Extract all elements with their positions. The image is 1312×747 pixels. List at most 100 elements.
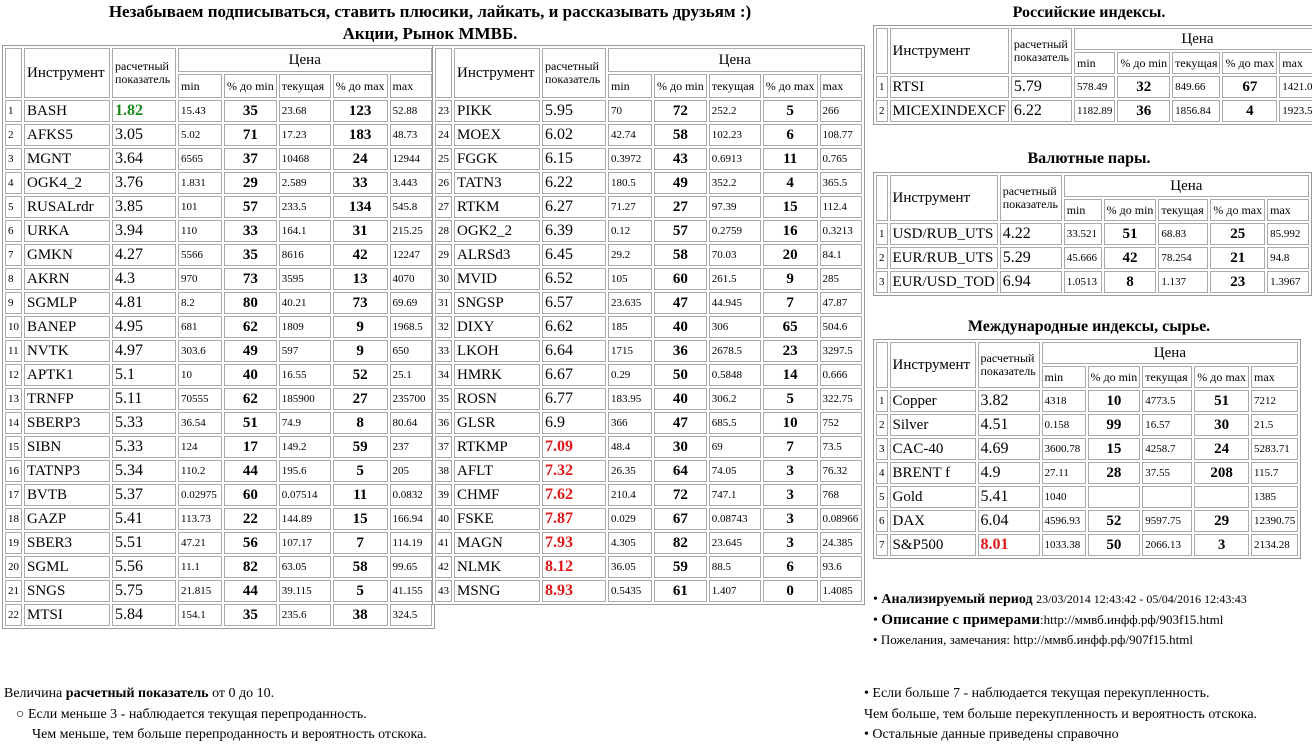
table-cell: 0.666 bbox=[819, 364, 862, 386]
table-cell: 64 bbox=[654, 460, 707, 482]
table-cell: 233.5 bbox=[278, 196, 331, 218]
table-cell: 2 bbox=[876, 414, 888, 436]
table-cell: 154.1 bbox=[178, 604, 222, 626]
table-cell: 2678.5 bbox=[708, 340, 761, 362]
table-cell: 21 bbox=[1210, 247, 1266, 269]
table-cell: 8.93 bbox=[542, 580, 606, 602]
table-cell: 8.01 bbox=[977, 534, 1040, 556]
table-cell: 3.94 bbox=[112, 220, 176, 242]
table-cell: 67 bbox=[1222, 76, 1278, 98]
table-cell: 3600.78 bbox=[1041, 438, 1086, 460]
table-cell: 9597.75 bbox=[1142, 510, 1193, 532]
table-row: 36 GLSR 6.9 366 47 685.5 10 752 bbox=[435, 412, 862, 434]
table-row: 4 OGK4_2 3.76 1.831 29 2.589 33 3.443 bbox=[5, 172, 432, 194]
table-row: 43 MSNG 8.93 0.5435 61 1.407 0 1.4085 bbox=[435, 580, 862, 602]
table-cell: 7212 bbox=[1251, 390, 1299, 412]
table-cell: 3 bbox=[1194, 534, 1250, 556]
table-cell: 208 bbox=[1194, 462, 1250, 484]
header-row: min% до min текущая% до max max bbox=[876, 366, 1299, 388]
table-cell: 11 bbox=[762, 148, 818, 170]
table-row: 29 ALRSd3 6.45 29.2 58 70.03 20 84.1 bbox=[435, 244, 862, 266]
table-cell: 17.23 bbox=[278, 124, 331, 146]
table-row: 16 TATNP3 5.34 110.2 44 195.6 5 205 bbox=[5, 460, 432, 482]
table-cell: 57 bbox=[654, 220, 707, 242]
table-cell: 23 bbox=[762, 340, 818, 362]
table-cell: 5 bbox=[762, 100, 818, 122]
table-cell: 52.88 bbox=[389, 100, 432, 122]
table-cell: 12247 bbox=[389, 244, 432, 266]
table-cell: 29.2 bbox=[608, 244, 652, 266]
table-row: 28 OGK2_2 6.39 0.12 57 0.2759 16 0.3213 bbox=[435, 220, 862, 242]
table-cell: 84.1 bbox=[819, 244, 862, 266]
table-cell: 52 bbox=[1087, 510, 1141, 532]
table-cell: 5 bbox=[332, 460, 388, 482]
instrument-cell: Gold bbox=[889, 486, 976, 508]
table-cell: 1 bbox=[876, 390, 888, 412]
header-cell bbox=[876, 342, 888, 388]
table-cell: 366 bbox=[608, 412, 652, 434]
instrument-cell: FGGK bbox=[454, 148, 540, 170]
table-row: 35 ROSN 6.77 183.95 40 306.2 5 322.75 bbox=[435, 388, 862, 410]
link[interactable]: :http://ммвб.инфф.рф/903f15.html bbox=[1040, 612, 1224, 627]
instrument-cell: RUSALrdr bbox=[24, 196, 110, 218]
table-cell: 35 bbox=[224, 100, 277, 122]
table-cell: 1809 bbox=[278, 316, 331, 338]
instrument-cell: Silver bbox=[889, 414, 976, 436]
table-cell: 59 bbox=[654, 556, 707, 578]
note: Чем меньше, тем больше перепроданность и… bbox=[32, 727, 427, 742]
instrument-cell: GAZP bbox=[24, 508, 110, 530]
table-cell: 5.41 bbox=[112, 508, 176, 530]
table-cell: 6.04 bbox=[977, 510, 1040, 532]
table-cell: 1715 bbox=[608, 340, 652, 362]
header-row: Инструмент расчетный показатель Цена bbox=[876, 175, 1309, 221]
table-cell: 47 bbox=[654, 412, 707, 434]
table-cell: 6.39 bbox=[542, 220, 606, 242]
info-wishes: • Пожелания, замечания: http://ммвб.инфф… bbox=[873, 632, 1193, 647]
header-cell: max bbox=[1279, 52, 1312, 74]
data-table: Инструмент расчетный показатель Цена min% д… bbox=[873, 339, 1302, 559]
table-cell: 39.115 bbox=[278, 580, 331, 602]
section-title: Российские индексы. bbox=[1012, 4, 1166, 21]
table-row: 12 APTK1 5.1 10 40 16.55 52 25.1 bbox=[5, 364, 432, 386]
table-cell: 26.35 bbox=[608, 460, 652, 482]
table-cell: 0.5848 bbox=[708, 364, 761, 386]
table-row: 18 GAZP 5.41 113.73 22 144.89 15 166.94 bbox=[5, 508, 432, 530]
table-row: 21 SNGS 5.75 21.815 44 39.115 5 41.155 bbox=[5, 580, 432, 602]
label: Анализируемый период bbox=[881, 592, 1033, 607]
table-cell: 63.05 bbox=[278, 556, 331, 578]
table-cell bbox=[1194, 486, 1250, 508]
header-cell: % до max bbox=[1194, 366, 1250, 388]
table-cell: 252.2 bbox=[708, 100, 761, 122]
table-cell: 40 bbox=[654, 316, 707, 338]
table-cell: 49 bbox=[224, 340, 277, 362]
header-cell: Цена bbox=[178, 48, 432, 72]
section-title: Международные индексы, сырье. bbox=[967, 318, 1211, 335]
table-cell: 52 bbox=[332, 364, 388, 386]
table-cell: 19 bbox=[5, 532, 22, 554]
table-row: 7 S&P500 8.01 1033.38 50 2066.13 3 2134.28 bbox=[876, 534, 1299, 556]
info-desc: • Описание с примерами:http://ммвб.инфф.… bbox=[873, 612, 1224, 628]
header-cell: min bbox=[1041, 366, 1086, 388]
table-cell: 47.21 bbox=[178, 532, 222, 554]
table-cell: 61 bbox=[654, 580, 707, 602]
table-row: 3 MGNT 3.64 6565 37 10468 24 12944 bbox=[5, 148, 432, 170]
table-cell: 3297.5 bbox=[819, 340, 862, 362]
table-cell: 3 bbox=[762, 460, 818, 482]
header-row: min% до min текущая% до max max bbox=[435, 74, 862, 98]
table-cell: 3.76 bbox=[112, 172, 176, 194]
table-cell: 30 bbox=[1194, 414, 1250, 436]
table-cell: 1.831 bbox=[178, 172, 222, 194]
table-row: 19 SBER3 5.51 47.21 56 107.17 7 114.19 bbox=[5, 532, 432, 554]
table-cell: 180.5 bbox=[608, 172, 652, 194]
instrument-cell: MOEX bbox=[454, 124, 540, 146]
table-cell: 235.6 bbox=[278, 604, 331, 626]
header-cell: Инструмент bbox=[454, 48, 540, 98]
table-cell: 17 bbox=[5, 484, 22, 506]
table-cell: 4 bbox=[762, 172, 818, 194]
table-cell: 16.55 bbox=[278, 364, 331, 386]
table-cell: 0.765 bbox=[819, 148, 862, 170]
table-cell: 2.589 bbox=[278, 172, 331, 194]
table-cell: 1 bbox=[876, 76, 888, 98]
table-cell: 13 bbox=[5, 388, 22, 410]
